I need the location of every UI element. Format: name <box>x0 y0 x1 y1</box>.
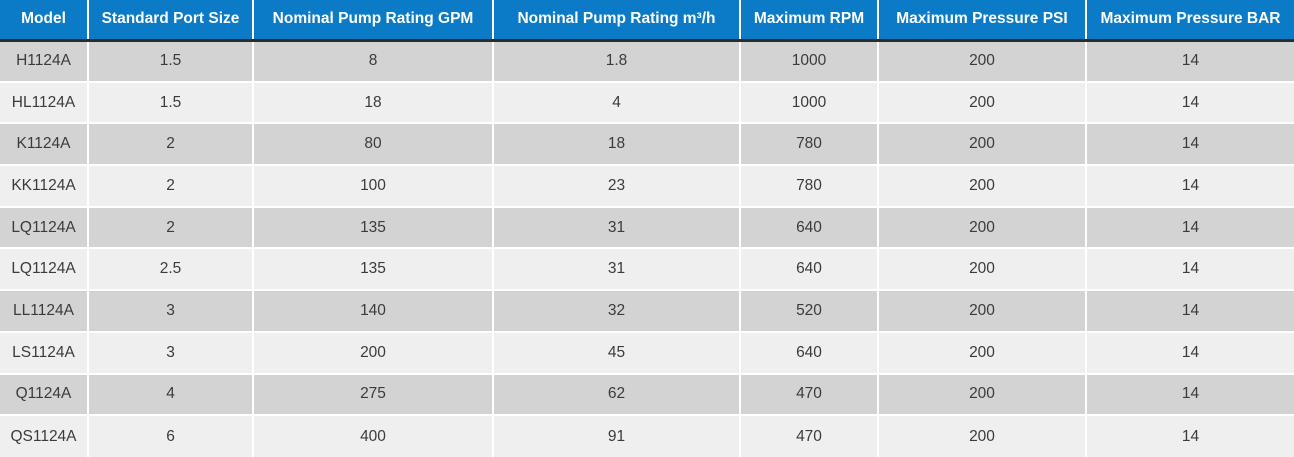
column-header-nominal-pump-rating-gpm: Nominal Pump Rating GPM <box>253 0 494 42</box>
cell-max-rpm: 1000 <box>740 40 879 83</box>
cell-rating-gpm: 135 <box>253 248 494 292</box>
cell-port-size: 3 <box>88 331 254 375</box>
table-body: H1124A 1.5 8 1.8 1000 200 14 HL1124A 1.5… <box>0 40 1294 457</box>
column-header-standard-port-size: Standard Port Size <box>88 0 254 42</box>
cell-max-pressure-bar: 14 <box>1086 415 1294 457</box>
cell-rating-m3h: 45 <box>493 331 741 375</box>
cell-max-rpm: 640 <box>740 206 879 250</box>
cell-max-pressure-bar: 14 <box>1086 165 1294 208</box>
cell-rating-gpm: 80 <box>253 123 494 167</box>
cell-max-rpm: 780 <box>740 123 879 167</box>
cell-model: HL1124A <box>0 81 89 125</box>
cell-rating-gpm: 275 <box>253 373 494 417</box>
cell-port-size: 2 <box>88 165 254 208</box>
cell-rating-gpm: 200 <box>253 331 494 375</box>
cell-rating-gpm: 135 <box>253 206 494 250</box>
cell-port-size: 2 <box>88 206 254 250</box>
cell-max-pressure-psi: 200 <box>878 415 1087 457</box>
cell-max-pressure-psi: 200 <box>878 81 1087 125</box>
cell-rating-m3h: 4 <box>493 81 741 125</box>
cell-model: KK1124A <box>0 165 89 208</box>
cell-model: LL1124A <box>0 290 89 333</box>
table-row: LS1124A 3 200 45 640 200 14 <box>0 331 1294 375</box>
cell-max-pressure-bar: 14 <box>1086 331 1294 375</box>
cell-rating-m3h: 31 <box>493 248 741 292</box>
cell-max-pressure-psi: 200 <box>878 331 1087 375</box>
cell-port-size: 1.5 <box>88 40 254 83</box>
cell-max-pressure-bar: 14 <box>1086 248 1294 292</box>
cell-rating-m3h: 31 <box>493 206 741 250</box>
cell-port-size: 6 <box>88 415 254 457</box>
table-row: LQ1124A 2 135 31 640 200 14 <box>0 206 1294 250</box>
cell-max-rpm: 1000 <box>740 81 879 125</box>
cell-max-pressure-bar: 14 <box>1086 290 1294 333</box>
table-row: KK1124A 2 100 23 780 200 14 <box>0 165 1294 208</box>
cell-model: LS1124A <box>0 331 89 375</box>
cell-model: H1124A <box>0 40 89 83</box>
cell-max-pressure-bar: 14 <box>1086 40 1294 83</box>
cell-port-size: 2 <box>88 123 254 167</box>
cell-max-rpm: 640 <box>740 248 879 292</box>
table-row: K1124A 2 80 18 780 200 14 <box>0 123 1294 167</box>
header-row: Model Standard Port Size Nominal Pump Ra… <box>0 0 1294 42</box>
column-header-maximum-pressure-psi: Maximum Pressure PSI <box>878 0 1087 42</box>
cell-model: Q1124A <box>0 373 89 417</box>
cell-model: K1124A <box>0 123 89 167</box>
cell-rating-gpm: 100 <box>253 165 494 208</box>
cell-max-pressure-psi: 200 <box>878 40 1087 83</box>
cell-max-rpm: 470 <box>740 415 879 457</box>
table-row: Q1124A 4 275 62 470 200 14 <box>0 373 1294 417</box>
cell-rating-m3h: 1.8 <box>493 40 741 83</box>
cell-model: LQ1124A <box>0 248 89 292</box>
cell-rating-m3h: 91 <box>493 415 741 457</box>
cell-max-pressure-psi: 200 <box>878 373 1087 417</box>
table-row: LQ1124A 2.5 135 31 640 200 14 <box>0 248 1294 292</box>
cell-rating-gpm: 400 <box>253 415 494 457</box>
cell-max-pressure-psi: 200 <box>878 123 1087 167</box>
cell-max-pressure-psi: 200 <box>878 248 1087 292</box>
cell-max-pressure-bar: 14 <box>1086 123 1294 167</box>
cell-model: LQ1124A <box>0 206 89 250</box>
cell-rating-gpm: 18 <box>253 81 494 125</box>
cell-rating-m3h: 23 <box>493 165 741 208</box>
cell-max-pressure-bar: 14 <box>1086 206 1294 250</box>
cell-rating-m3h: 18 <box>493 123 741 167</box>
column-header-maximum-pressure-bar: Maximum Pressure BAR <box>1086 0 1294 42</box>
cell-port-size: 1.5 <box>88 81 254 125</box>
column-header-model: Model <box>0 0 89 42</box>
cell-max-pressure-psi: 200 <box>878 206 1087 250</box>
column-header-nominal-pump-rating-m3h: Nominal Pump Rating m³/h <box>493 0 741 42</box>
table-row: HL1124A 1.5 18 4 1000 200 14 <box>0 81 1294 125</box>
cell-max-pressure-bar: 14 <box>1086 81 1294 125</box>
cell-max-rpm: 470 <box>740 373 879 417</box>
cell-port-size: 4 <box>88 373 254 417</box>
cell-max-pressure-psi: 200 <box>878 290 1087 333</box>
cell-rating-gpm: 140 <box>253 290 494 333</box>
table-row: H1124A 1.5 8 1.8 1000 200 14 <box>0 40 1294 83</box>
cell-max-rpm: 780 <box>740 165 879 208</box>
column-header-maximum-rpm: Maximum RPM <box>740 0 879 42</box>
table-row: LL1124A 3 140 32 520 200 14 <box>0 290 1294 333</box>
cell-max-pressure-bar: 14 <box>1086 373 1294 417</box>
cell-rating-gpm: 8 <box>253 40 494 83</box>
cell-rating-m3h: 62 <box>493 373 741 417</box>
table-row: QS1124A 6 400 91 470 200 14 <box>0 415 1294 457</box>
table-header: Model Standard Port Size Nominal Pump Ra… <box>0 0 1294 42</box>
cell-port-size: 3 <box>88 290 254 333</box>
cell-rating-m3h: 32 <box>493 290 741 333</box>
cell-max-rpm: 520 <box>740 290 879 333</box>
cell-max-rpm: 640 <box>740 331 879 375</box>
cell-max-pressure-psi: 200 <box>878 165 1087 208</box>
cell-model: QS1124A <box>0 415 89 457</box>
cell-port-size: 2.5 <box>88 248 254 292</box>
